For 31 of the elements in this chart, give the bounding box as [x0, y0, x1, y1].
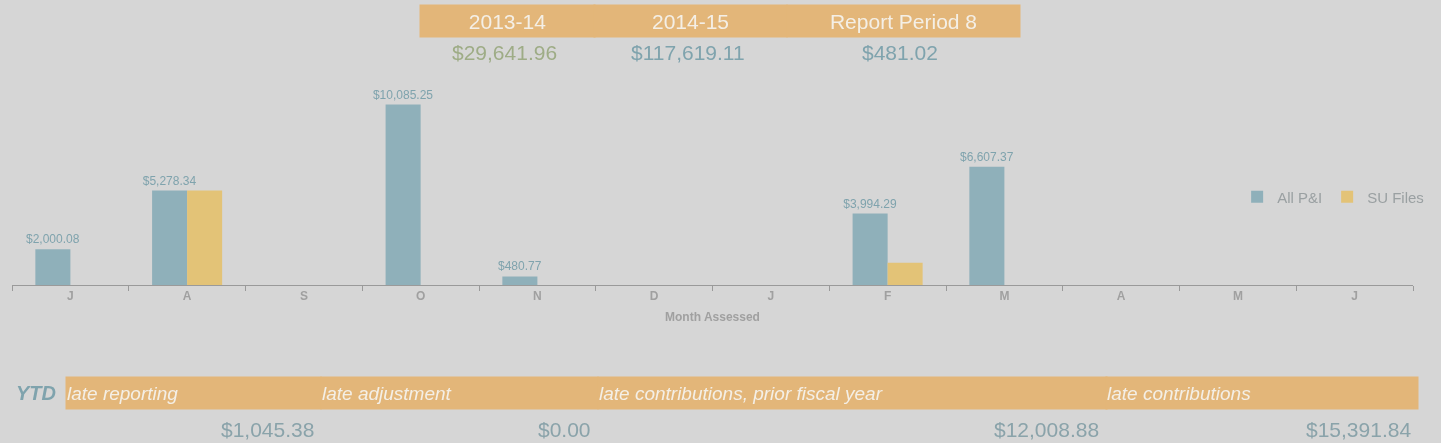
text: YTD: [16, 382, 56, 404]
text: $12,008.88: [994, 418, 1100, 441]
data-label: $2,000.08: [26, 232, 80, 247]
legend-label: All P&I: [1277, 188, 1323, 206]
text: $29,641.96: [452, 41, 558, 64]
bar: [187, 190, 223, 285]
text: $1,045.38: [221, 418, 315, 441]
text: 2013-14: [468, 9, 547, 33]
bar: [35, 249, 71, 285]
text: $117,619.11: [631, 41, 745, 64]
text: $15,391.84: [1306, 418, 1412, 441]
bar: [152, 190, 188, 285]
text: 2014-15: [651, 9, 730, 33]
legend-label: SU Files: [1367, 188, 1424, 206]
bar: [969, 166, 1005, 285]
bar: [385, 104, 421, 285]
data-label: $5,278.34: [142, 173, 197, 188]
bar: [502, 276, 538, 285]
text: late reporting: [67, 382, 179, 404]
text: Report Period 8: [829, 9, 978, 33]
data-label: $3,994.29: [843, 196, 897, 211]
bar: [852, 213, 888, 285]
text: $481.02: [862, 41, 938, 64]
text: late contributions, prior fiscal year: [599, 382, 883, 404]
text: late adjustment: [322, 382, 452, 404]
text: $0.00: [538, 418, 591, 441]
data-label: $6,607.37: [960, 149, 1014, 164]
data-label: $10,085.25: [372, 87, 434, 102]
data-label: $480.77: [498, 259, 542, 274]
text: late contributions: [1107, 382, 1252, 404]
bar: [887, 262, 923, 285]
